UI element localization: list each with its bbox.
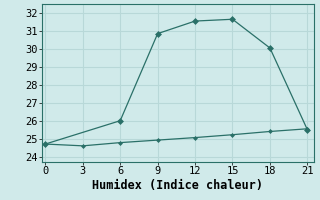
X-axis label: Humidex (Indice chaleur): Humidex (Indice chaleur) <box>92 179 263 192</box>
